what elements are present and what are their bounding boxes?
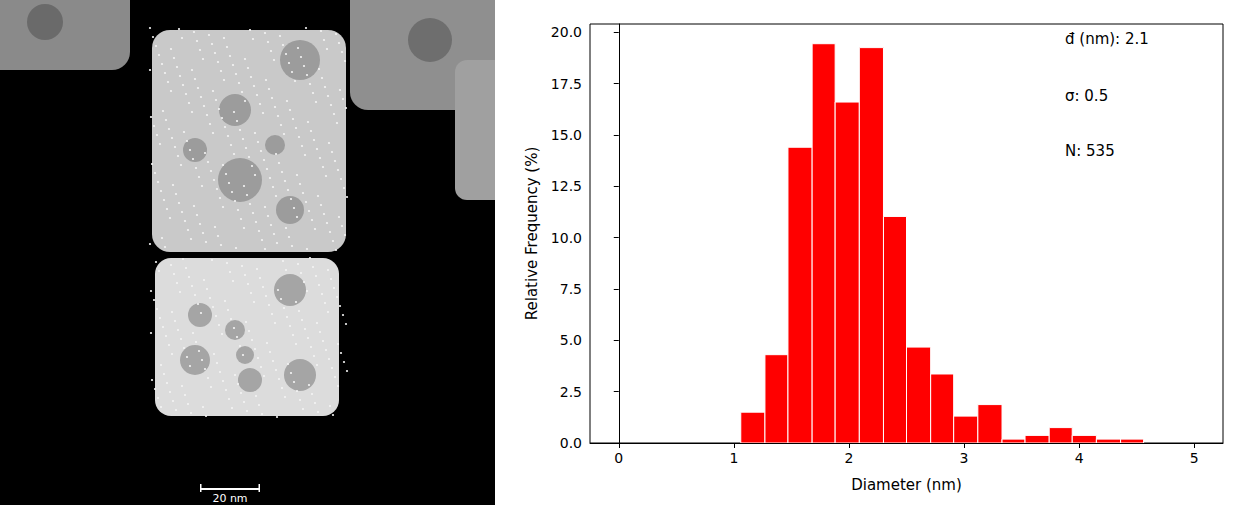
svg-text:đ (nm): 2.1: đ (nm): 2.1 xyxy=(1065,30,1149,48)
svg-text:12.5: 12.5 xyxy=(551,178,582,194)
svg-text:0: 0 xyxy=(614,450,623,466)
svg-text:0.0: 0.0 xyxy=(560,435,582,451)
svg-text:N: 535: N: 535 xyxy=(1065,142,1115,160)
svg-text:20 nm: 20 nm xyxy=(212,492,247,505)
svg-text:3: 3 xyxy=(960,450,969,466)
svg-text:20.0: 20.0 xyxy=(551,24,582,40)
svg-text:4: 4 xyxy=(1075,450,1084,466)
svg-text:5.0: 5.0 xyxy=(560,332,582,348)
svg-text:Relative Frequency (%): Relative Frequency (%) xyxy=(523,147,541,320)
svg-text:17.5: 17.5 xyxy=(551,76,582,92)
svg-text:10.0: 10.0 xyxy=(551,230,582,246)
svg-text:σ: 0.5: σ: 0.5 xyxy=(1065,87,1108,105)
svg-text:Diameter (nm): Diameter (nm) xyxy=(851,476,962,494)
svg-text:5: 5 xyxy=(1190,450,1199,466)
svg-text:2.5: 2.5 xyxy=(560,384,582,400)
svg-text:1: 1 xyxy=(729,450,738,466)
svg-text:15.0: 15.0 xyxy=(551,127,582,143)
svg-text:7.5: 7.5 xyxy=(560,281,582,297)
svg-text:2: 2 xyxy=(844,450,853,466)
